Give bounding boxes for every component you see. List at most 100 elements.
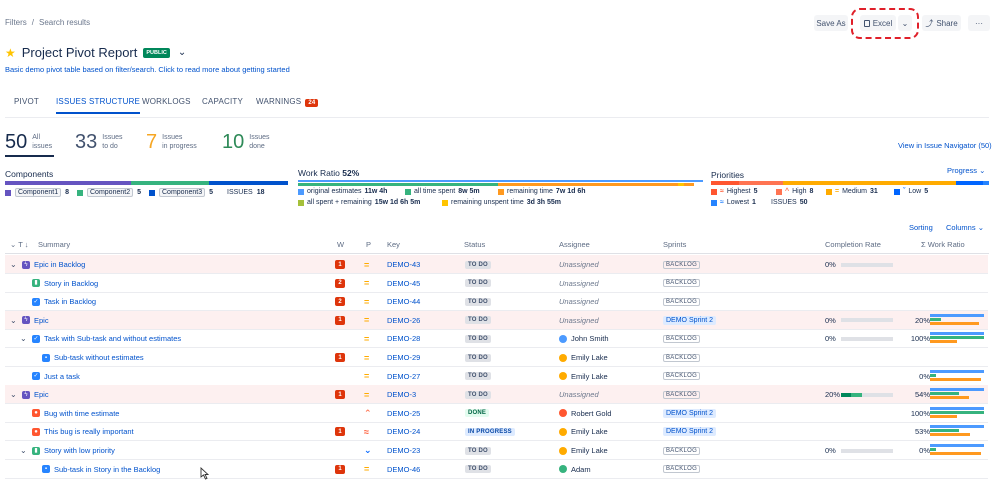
warning-count-badge[interactable]: 1 [335, 464, 345, 474]
stat-2[interactable]: 7 Issues in progress [146, 132, 197, 152]
issue-key-link[interactable]: DEMO-46 [387, 464, 421, 474]
star-icon[interactable]: ★ [5, 45, 16, 60]
more-button[interactable]: ··· [968, 15, 990, 31]
expand-caret-icon[interactable]: ⌄ [10, 315, 17, 325]
column-header-assignee[interactable]: Assignee [559, 240, 590, 249]
table-row[interactable]: ▪ Sub-task without estimates 1 = DEMO-29 TO D… [5, 348, 988, 367]
excel-button[interactable]: Excel [860, 15, 896, 31]
sprint-lozenge[interactable]: BACKLOG [663, 465, 701, 474]
table-row[interactable]: ▪ Sub-task in Story in the Backlog 1 = DEMO-… [5, 460, 988, 479]
stat-0[interactable]: 50 All issues [5, 132, 52, 152]
column-header-type[interactable]: ⌄ T ↓ [10, 240, 29, 249]
warning-count-badge[interactable]: 1 [335, 390, 345, 400]
sprint-lozenge[interactable]: BACKLOG [663, 353, 701, 362]
description-link[interactable]: Basic demo pivot table based on filter/s… [5, 65, 290, 74]
issue-summary-link[interactable]: Just a task [44, 371, 80, 381]
issue-key-link[interactable]: DEMO-44 [387, 297, 421, 307]
expand-caret-icon[interactable]: ⌄ [10, 260, 17, 269]
issue-key-link[interactable]: DEMO-43 [387, 260, 421, 269]
tab-worklogs[interactable]: WORKLOGS [142, 97, 191, 106]
warning-count-badge[interactable]: 1 [335, 427, 345, 437]
expand-caret-icon[interactable]: ⌄ [20, 446, 27, 455]
sprint-lozenge[interactable]: BACKLOG [663, 279, 701, 288]
column-header-summary[interactable]: Summary [38, 240, 71, 249]
issue-key-link[interactable]: DEMO-45 [387, 278, 421, 288]
table-row[interactable]: ✓ Task in Backlog 2 = DEMO-44 TO DO Unassigned… [5, 292, 988, 312]
component-name[interactable]: Component3 [159, 188, 206, 197]
issue-summary-link[interactable]: Epic [34, 390, 49, 400]
column-header-p[interactable]: P [366, 240, 372, 249]
warning-count-badge[interactable]: 1 [335, 315, 345, 325]
sprint-lozenge[interactable]: BACKLOG [663, 372, 701, 381]
column-header-sprints[interactable]: Sprints [663, 240, 687, 249]
warning-count-badge[interactable]: 2 [335, 297, 345, 307]
issue-key-link[interactable]: DEMO-26 [387, 315, 421, 325]
tab-issues-structure[interactable]: ISSUES STRUCTURE [56, 97, 141, 114]
column-header-work-ratio[interactable]: Σ Work Ratio [921, 240, 965, 249]
sprint-lozenge[interactable]: BACKLOG [663, 390, 701, 399]
assignee-name[interactable]: Adam [571, 464, 591, 474]
chevron-down-icon[interactable]: ⌄ [177, 47, 187, 58]
issue-navigator-link[interactable]: View in Issue Navigator (50) [898, 141, 992, 150]
share-button[interactable]: ⤴ Share [922, 15, 961, 31]
sprint-lozenge[interactable]: BACKLOG [663, 260, 701, 269]
tab-warnings[interactable]: WARNINGS 24 [256, 97, 319, 107]
sprint-lozenge[interactable]: DEMO Sprint 2 [663, 408, 717, 418]
sprint-lozenge[interactable]: DEMO Sprint 2 [663, 315, 717, 325]
issue-summary-link[interactable]: Epic [34, 315, 49, 325]
assignee-name[interactable]: Emily Lake [571, 371, 608, 381]
issue-key-link[interactable]: DEMO-25 [387, 408, 421, 418]
issue-key-link[interactable]: DEMO-27 [387, 371, 421, 381]
warning-count-badge[interactable]: 1 [335, 260, 345, 269]
column-header-key[interactable]: Key [387, 240, 400, 249]
component-name[interactable]: Component2 [87, 188, 134, 197]
table-row[interactable]: ✓ Just a task = DEMO-27 TO DO Emily Lake BACKL… [5, 367, 988, 386]
table-row[interactable]: ⌄ ▮ Story with low priority ⌄ DEMO-23 TO DO Em… [5, 441, 988, 460]
table-row[interactable]: ⌄ ϟ Epic 1 = DEMO-26 TO DO Unassigned DEMO Sprin… [5, 310, 988, 330]
breadcrumb-filters[interactable]: Filters [5, 18, 27, 27]
warning-count-badge[interactable]: 1 [335, 353, 345, 362]
issue-summary-link[interactable]: Epic in Backlog [34, 260, 86, 269]
table-row[interactable]: ⌄ ϟ Epic in Backlog 1 = DEMO-43 TO DO Unassigne… [5, 255, 988, 274]
column-header-w[interactable]: W [337, 240, 345, 249]
stat-3[interactable]: 10 Issues done [222, 132, 269, 152]
issue-summary-link[interactable]: This bug is really important [44, 427, 134, 437]
assignee-name[interactable]: Emily Lake [571, 446, 608, 455]
issue-summary-link[interactable]: Bug with time estimate [44, 408, 120, 418]
component-name[interactable]: Component1 [15, 188, 62, 197]
sprint-lozenge[interactable]: BACKLOG [663, 446, 701, 455]
column-header-completion[interactable]: Completion Rate [825, 240, 881, 249]
column-header-status[interactable]: Status [464, 240, 486, 249]
progress-dropdown[interactable]: Progress ⌄ [947, 166, 985, 175]
issue-key-link[interactable]: DEMO-28 [387, 334, 421, 344]
issue-summary-link[interactable]: Task in Backlog [44, 297, 97, 307]
issue-summary-link[interactable]: Sub-task without estimates [54, 353, 144, 362]
issue-key-link[interactable]: DEMO-24 [387, 427, 421, 437]
sprint-lozenge[interactable]: DEMO Sprint 2 [663, 427, 717, 437]
assignee-name[interactable]: John Smith [571, 334, 609, 344]
issue-key-link[interactable]: DEMO-23 [387, 446, 421, 455]
table-row[interactable]: ⌄ ϟ Epic 1 = DEMO-3 TO DO Unassigned BACKLOG 20% 5… [5, 385, 988, 405]
issue-summary-link[interactable]: Story with low priority [44, 446, 115, 455]
issue-key-link[interactable]: DEMO-29 [387, 353, 421, 362]
table-row[interactable]: ● This bug is really important 1 ≈ DEMO-24 IN… [5, 422, 988, 442]
expand-caret-icon[interactable]: ⌄ [10, 390, 17, 400]
issue-summary-link[interactable]: Sub-task in Story in the Backlog [54, 464, 161, 474]
tab-pivot[interactable]: PIVOT [14, 97, 39, 106]
warning-count-badge[interactable]: 2 [335, 278, 345, 288]
assignee-name[interactable]: Emily Lake [571, 353, 608, 362]
issue-summary-link[interactable]: Story in Backlog [44, 278, 99, 288]
table-row[interactable]: ⌄ ✓ Task with Sub-task and without estimat… [5, 329, 988, 349]
assignee-name[interactable]: Emily Lake [571, 427, 608, 437]
table-row[interactable]: ● Bug with time estimate ⌃ DEMO-25 DONE Rober… [5, 404, 988, 423]
sprint-lozenge[interactable]: BACKLOG [663, 297, 701, 306]
assignee-name[interactable]: Robert Gold [571, 408, 612, 418]
issue-key-link[interactable]: DEMO-3 [387, 390, 417, 400]
table-row[interactable]: ▮ Story in Backlog 2 = DEMO-45 TO DO Unassigne… [5, 274, 988, 293]
columns-dropdown[interactable]: Columns ⌄ [946, 223, 984, 232]
issue-summary-link[interactable]: Task with Sub-task and without estimates [44, 334, 182, 344]
stat-1[interactable]: 33 Issues to do [75, 132, 122, 152]
expand-caret-icon[interactable]: ⌄ [20, 334, 27, 344]
save-as-button[interactable]: Save As [814, 15, 848, 31]
tab-capacity[interactable]: CAPACITY [202, 97, 243, 106]
